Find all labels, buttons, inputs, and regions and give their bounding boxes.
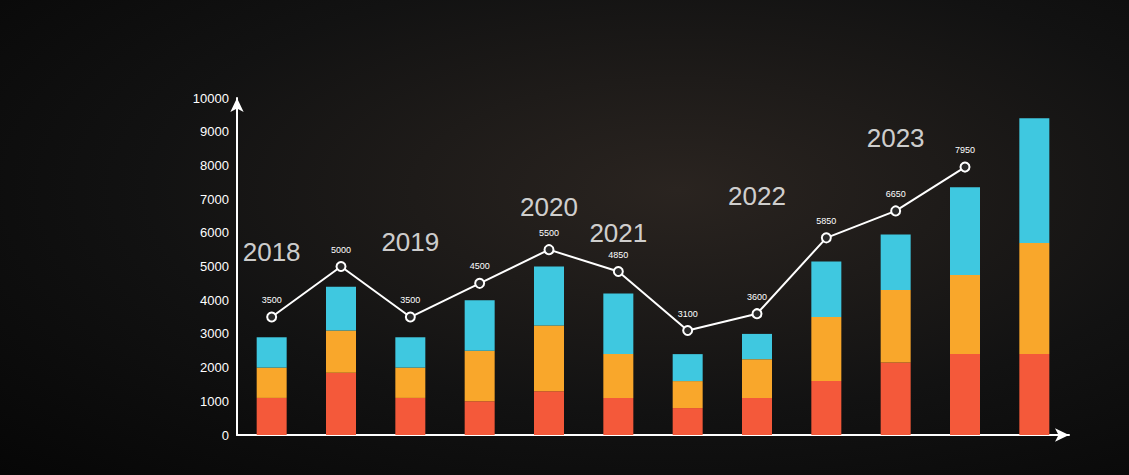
svg-text:7950: 7950	[955, 145, 975, 155]
svg-text:2019: 2019	[381, 227, 439, 257]
svg-text:6000: 6000	[200, 225, 229, 240]
svg-text:5850: 5850	[816, 216, 836, 226]
svg-text:1000: 1000	[200, 394, 229, 409]
svg-text:4500: 4500	[470, 261, 490, 271]
svg-text:5000: 5000	[331, 245, 351, 255]
svg-text:2022: 2022	[728, 181, 786, 211]
svg-text:0: 0	[222, 428, 229, 443]
svg-text:10000: 10000	[193, 91, 229, 106]
svg-text:3500: 3500	[262, 295, 282, 305]
svg-text:7000: 7000	[200, 192, 229, 207]
svg-text:4850: 4850	[608, 250, 628, 260]
svg-text:5500: 5500	[539, 228, 559, 238]
svg-text:8000: 8000	[200, 158, 229, 173]
svg-text:3100: 3100	[678, 309, 698, 319]
svg-text:4000: 4000	[200, 293, 229, 308]
svg-text:2018: 2018	[243, 237, 301, 267]
svg-text:3500: 3500	[400, 295, 420, 305]
svg-text:6650: 6650	[886, 189, 906, 199]
svg-text:3000: 3000	[200, 326, 229, 341]
svg-text:2021: 2021	[589, 218, 647, 248]
svg-text:2020: 2020	[520, 192, 578, 222]
svg-text:5000: 5000	[200, 259, 229, 274]
svg-text:3600: 3600	[747, 292, 767, 302]
svg-text:9000: 9000	[200, 124, 229, 139]
svg-text:2023: 2023	[867, 123, 925, 153]
svg-text:2000: 2000	[200, 360, 229, 375]
